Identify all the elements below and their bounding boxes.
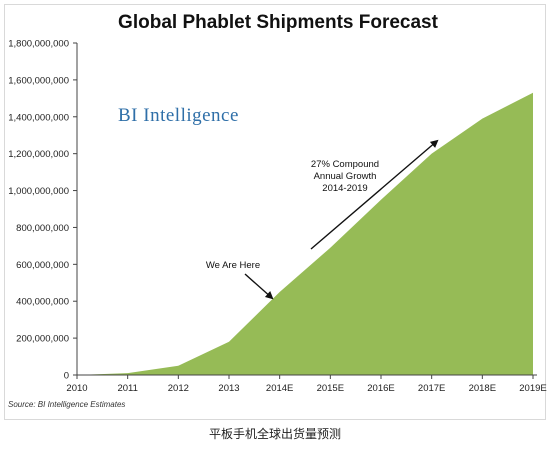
y-tick-label: 1,800,000,000 [8, 39, 69, 50]
y-tick-label: 600,000,000 [16, 260, 69, 271]
chart-title: Global Phablet Shipments Forecast [118, 12, 439, 33]
x-tick-label: 2018E [469, 383, 496, 394]
y-tick-label: 1,000,000,000 [8, 186, 69, 197]
y-tick-label: 1,600,000,000 [8, 75, 69, 86]
we-are-here-arrow [244, 273, 274, 300]
y-tick-label: 400,000,000 [16, 297, 69, 308]
axis-layer: 0 200,000,000 400,000,000 600,000,000 800,00… [8, 39, 547, 395]
y-tick-label: 1,400,000,000 [8, 112, 69, 123]
x-tick-label: 2016E [367, 383, 394, 394]
x-tick-label: 2019E [519, 383, 546, 394]
y-tick-label: 800,000,000 [16, 223, 69, 234]
y-tick-label: 0 [64, 371, 69, 382]
x-tick-label: 2011 [117, 383, 137, 394]
growth-arrow [310, 139, 439, 250]
area-layer [76, 92, 534, 376]
x-tick-label: 2013 [218, 383, 239, 394]
x-tick-label: 2014E [266, 383, 293, 394]
x-tick-label: 2010 [66, 383, 87, 394]
y-tick-label: 1,200,000,000 [8, 149, 69, 160]
bi-intelligence-watermark: BI Intelligence [118, 105, 239, 126]
y-tick-label: 200,000,000 [16, 334, 69, 345]
growth-label-line: 2014-2019 [322, 183, 367, 194]
x-tick-label: 2015E [317, 383, 344, 394]
x-tick-label: 2017E [418, 383, 445, 394]
source-note: Source: BI Intelligence Estimates [8, 400, 125, 409]
x-tick-label: 2012 [168, 383, 189, 394]
growth-label-line: 27% Compound [311, 159, 379, 170]
growth-label-line: Annual Growth [314, 171, 377, 182]
chart: Global Phablet Shipments Forecast BI Int… [8, 12, 547, 409]
we-are-here-label: We Are Here [206, 260, 260, 271]
image-caption: 平板手机全球出货量预测 [208, 427, 341, 441]
shipments-area [77, 92, 533, 376]
